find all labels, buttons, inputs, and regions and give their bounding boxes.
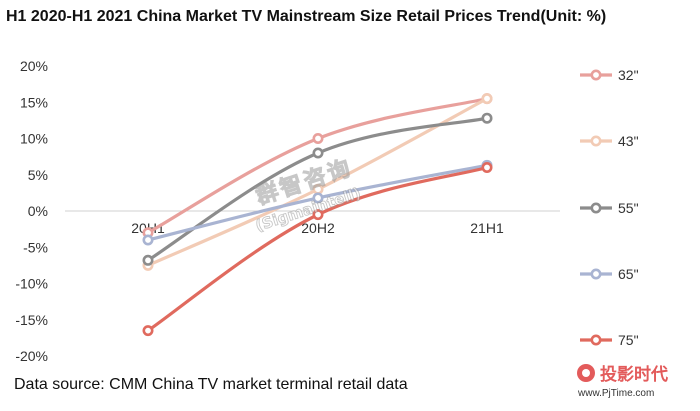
- data-point: [481, 93, 493, 105]
- y-tick-label: 15%: [20, 94, 48, 110]
- data-point: [481, 162, 493, 174]
- legend-label: 32": [618, 67, 639, 83]
- svg-text:投影时代: 投影时代: [600, 364, 668, 385]
- data-point: [142, 325, 154, 337]
- y-tick-label: -10%: [15, 276, 48, 292]
- data-point: [312, 192, 324, 204]
- legend-label: 65": [618, 266, 639, 282]
- svg-text:www.PjTime.com: www.PjTime.com: [577, 388, 654, 399]
- legend-label: 43": [618, 133, 639, 149]
- y-tick-label: 0%: [28, 203, 48, 219]
- legend-marker: [590, 202, 602, 214]
- series-group: [142, 93, 493, 337]
- x-tick-label: 20H2: [301, 220, 335, 236]
- y-tick-label: -5%: [23, 239, 48, 255]
- legend-label: 55": [618, 200, 639, 216]
- chart-title: H1 2020-H1 2021 China Market TV Mainstre…: [6, 8, 607, 25]
- legend-marker: [590, 334, 602, 346]
- data-point: [312, 133, 324, 145]
- pjtime-logo: 投影时代 www.PjTime.com: [572, 356, 698, 406]
- y-tick-label: 10%: [20, 131, 48, 147]
- y-tick-label: -15%: [15, 312, 48, 328]
- y-axis: 20% 15% 10% 5% 0% -5% -10% -15% -20%: [15, 58, 48, 364]
- data-source-note: Data source: CMM China TV market termina…: [14, 376, 408, 393]
- data-point: [312, 209, 324, 221]
- y-tick-label: -20%: [15, 348, 48, 364]
- data-point: [312, 147, 324, 159]
- x-axis: 20H120H221H1: [131, 220, 504, 236]
- legend-marker: [590, 135, 602, 147]
- legend-marker: [590, 69, 602, 81]
- y-tick-label: 20%: [20, 58, 48, 74]
- y-tick-label: 5%: [28, 167, 48, 183]
- data-point: [142, 254, 154, 266]
- legend: 32" 43" 55" 65" 75": [580, 67, 639, 348]
- data-point: [142, 234, 154, 246]
- legend-label: 75": [618, 332, 639, 348]
- x-tick-label: 21H1: [470, 220, 504, 236]
- data-point: [481, 112, 493, 124]
- legend-marker: [590, 268, 602, 280]
